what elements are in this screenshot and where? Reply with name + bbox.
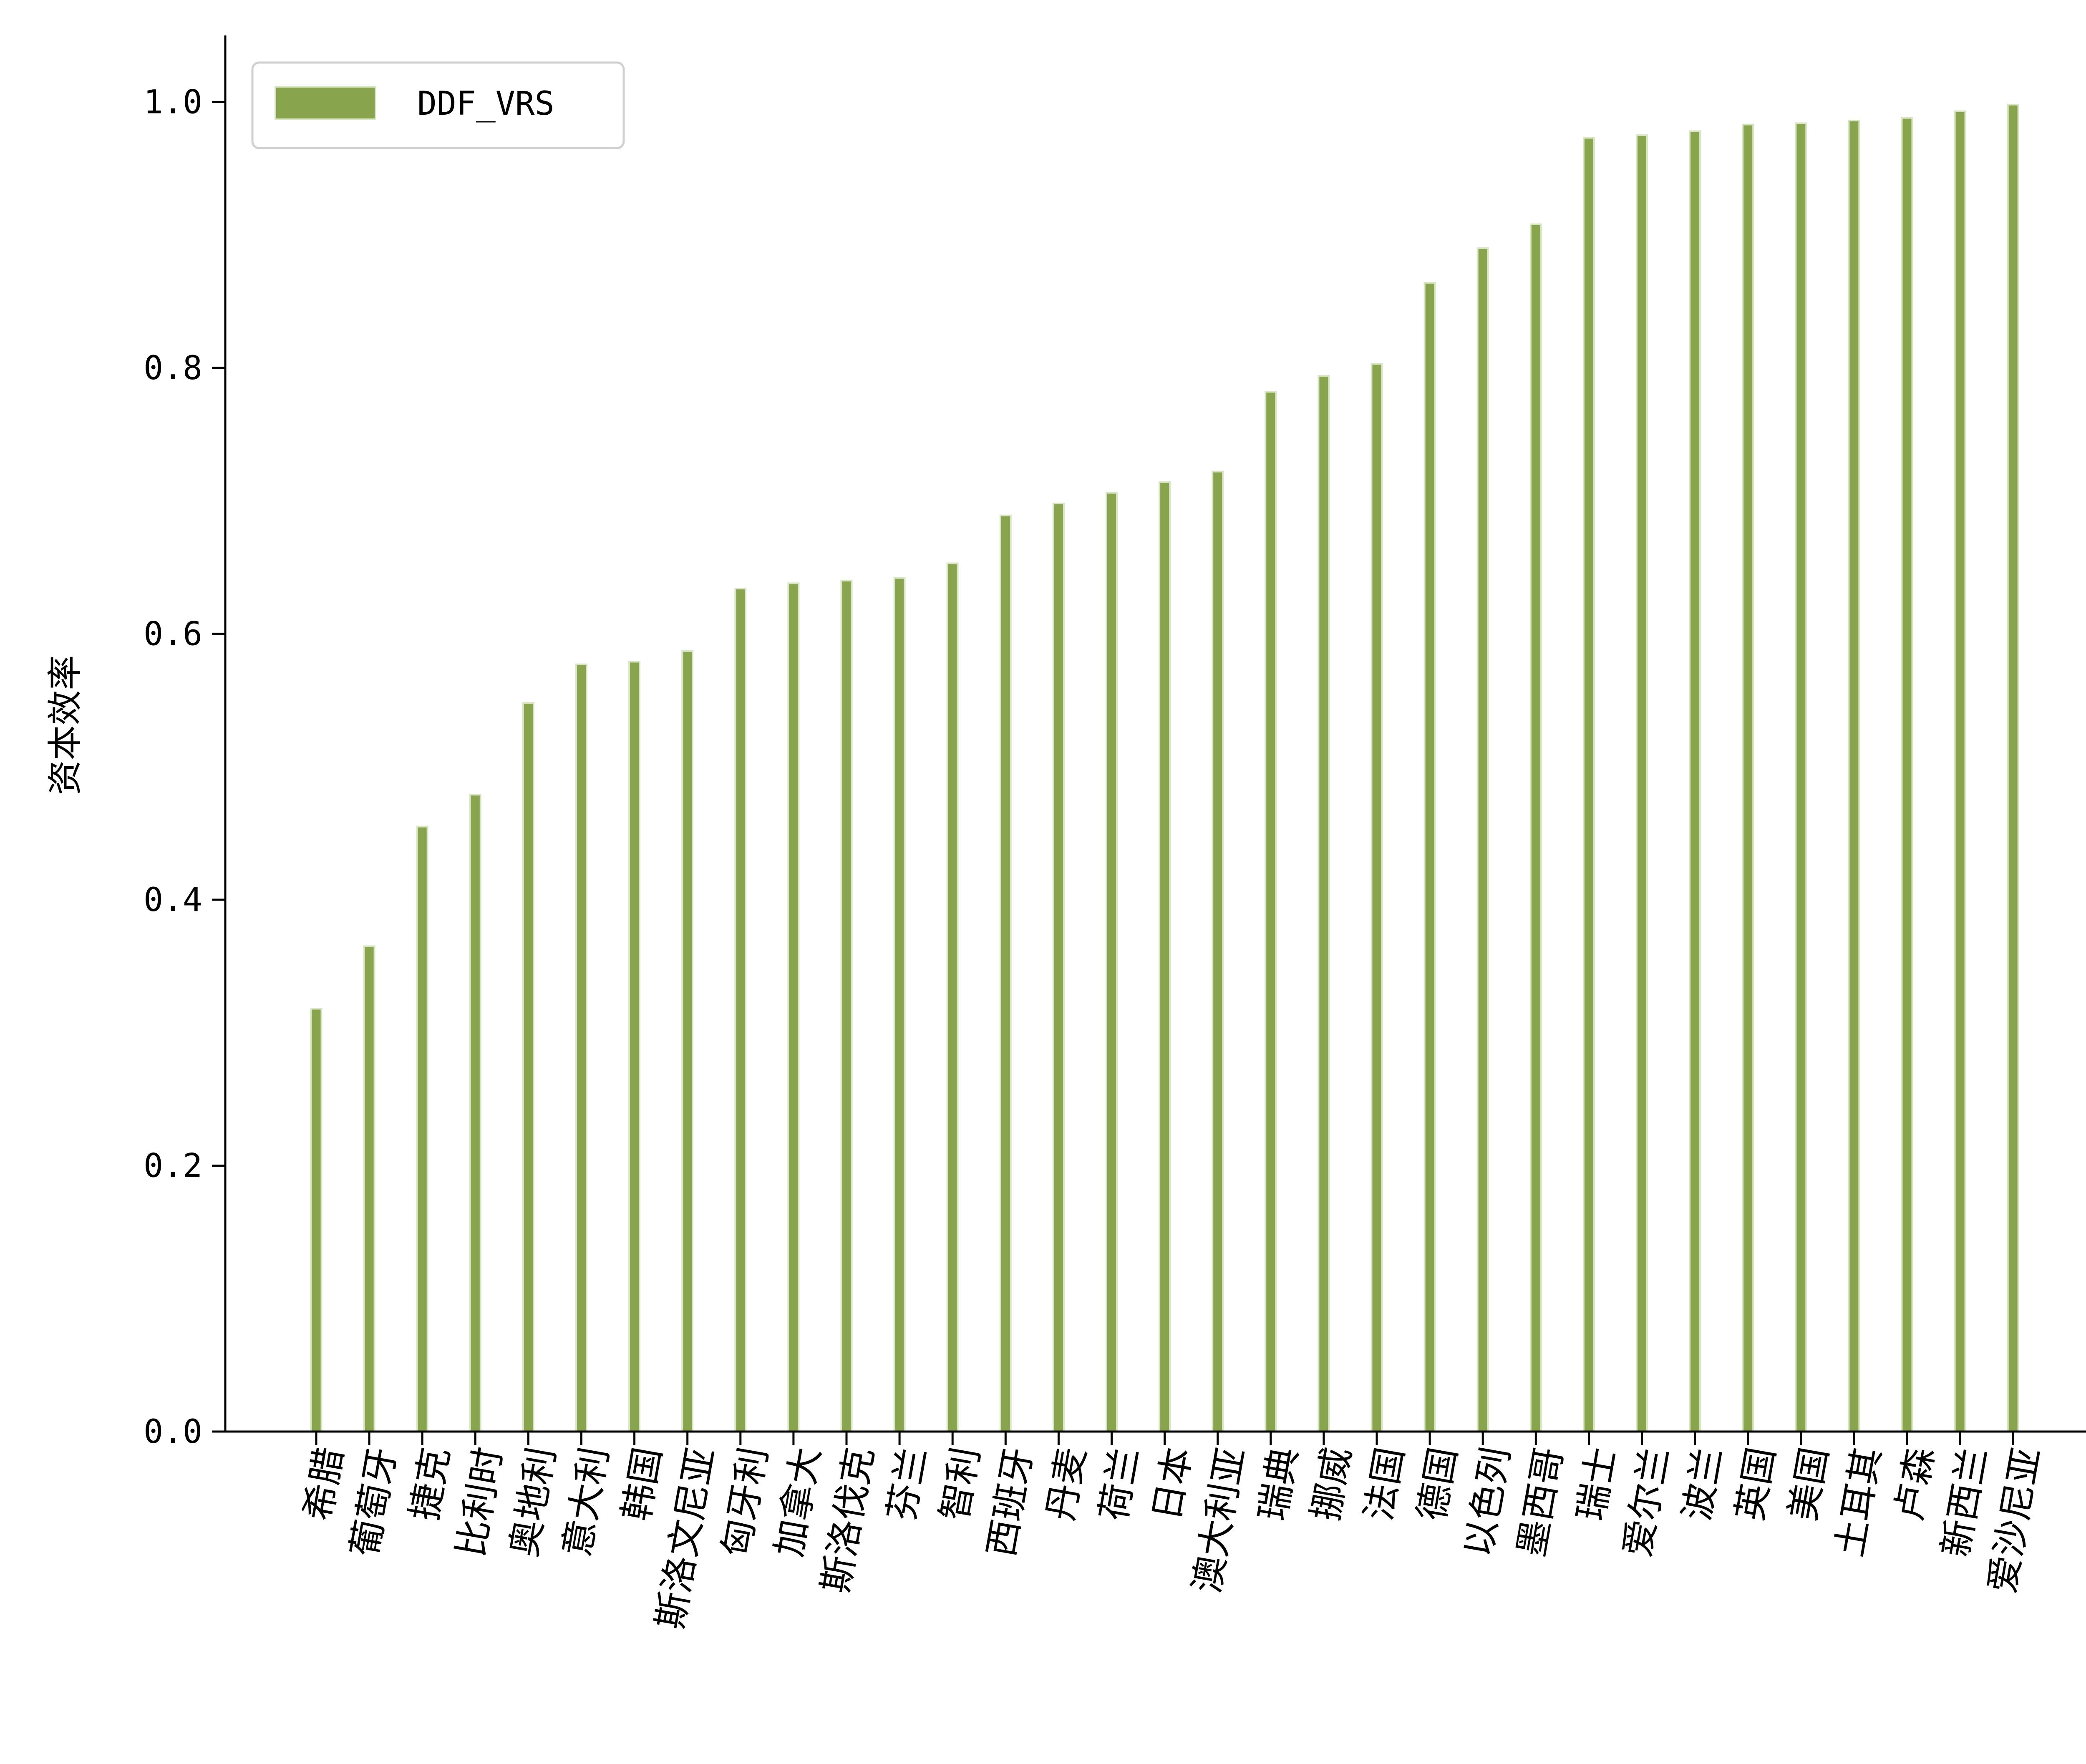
x-tick-label: 爱尔兰 — [1615, 1444, 1677, 1560]
bar-加拿大 — [787, 582, 800, 1432]
x-tick-label: 意大利 — [555, 1444, 616, 1560]
bar-法国 — [1371, 363, 1383, 1433]
bar-德国 — [1423, 282, 1436, 1432]
y-tick-label: 0.8 — [144, 350, 202, 387]
bar-日本 — [1159, 481, 1171, 1432]
bar-美国 — [1795, 122, 1807, 1433]
x-tick-label: 捷克 — [402, 1444, 457, 1524]
y-axis-label: 资本效率 — [45, 655, 86, 795]
bar-斯洛文尼亚 — [681, 650, 694, 1432]
y-tick-label: 0.4 — [144, 881, 202, 919]
plot-area — [310, 103, 2019, 1433]
bar-以色列 — [1476, 247, 1489, 1432]
bar-希腊 — [310, 1008, 322, 1432]
bar-英国 — [1742, 123, 1754, 1432]
bar-新西兰 — [1954, 110, 1966, 1432]
x-tick-label: 以色列 — [1456, 1444, 1518, 1560]
x-tick-label: 波兰 — [1675, 1444, 1730, 1524]
legend-label: DDF_VRS — [417, 85, 554, 123]
bar-匈牙利 — [734, 588, 747, 1432]
y-tick-label: 1.0 — [144, 83, 202, 121]
x-tick-label: 新西兰 — [1934, 1444, 1995, 1560]
x-tick-label: 美国 — [1781, 1444, 1836, 1524]
x-tick-label: 日本 — [1145, 1444, 1200, 1524]
bar-爱尔兰 — [1636, 134, 1648, 1432]
bar-土耳其 — [1848, 120, 1860, 1433]
x-tick-label: 比利时 — [449, 1444, 510, 1560]
bar-智利 — [946, 562, 959, 1432]
x-tick-label: 卢森 — [1887, 1444, 1942, 1524]
x-tick-label: 葡萄牙 — [343, 1444, 404, 1560]
x-tick-label: 荷兰 — [1092, 1444, 1147, 1524]
bar-捷克 — [416, 825, 428, 1432]
x-tick-label: 西班牙 — [979, 1444, 1040, 1560]
legend: DDF_VRS — [251, 61, 625, 149]
bar-奥地利 — [522, 702, 534, 1432]
bar-墨西哥 — [1529, 223, 1542, 1433]
x-tick-label: 墨西哥 — [1509, 1444, 1571, 1560]
bar-葡萄牙 — [363, 945, 375, 1432]
x-axis: 希腊葡萄牙捷克比利时奥地利意大利韩国斯洛文尼亚匈牙利加拿大斯洛伐克芬兰智利西班牙… — [225, 1430, 2086, 1632]
x-tick-label: 奥地利 — [502, 1444, 563, 1560]
bar-瑞典 — [1265, 391, 1277, 1432]
x-tick-label: 希腊 — [296, 1444, 351, 1524]
bar-瑞士 — [1582, 137, 1595, 1432]
x-tick-label: 芬兰 — [879, 1444, 935, 1524]
x-tick-label: 土耳其 — [1828, 1444, 1889, 1560]
bar-丹麦 — [1052, 503, 1065, 1432]
x-tick-label: 加拿大 — [767, 1444, 829, 1560]
x-tick-label: 德国 — [1410, 1444, 1465, 1524]
y-axis: 0.0 0.2 0.4 0.6 0.8 1.0 — [144, 35, 227, 1451]
legend-frame — [251, 61, 625, 149]
bar-挪威 — [1318, 375, 1330, 1432]
y-tick-label: 0.0 — [144, 1413, 202, 1451]
bar-爱沙尼亚 — [2007, 103, 2019, 1433]
x-tick-label: 瑞士 — [1569, 1444, 1624, 1524]
bar-卢森 — [1901, 117, 1913, 1433]
x-tick-label: 法国 — [1357, 1444, 1412, 1524]
x-tick-label: 挪威 — [1304, 1444, 1359, 1524]
y-tick-label: 0.6 — [144, 615, 202, 653]
legend-swatch — [275, 86, 376, 120]
bar-荷兰 — [1106, 492, 1118, 1432]
x-tick-label: 韩国 — [615, 1444, 670, 1524]
bar-西班牙 — [999, 514, 1012, 1432]
bar-意大利 — [575, 663, 587, 1432]
x-tick-label: 智利 — [932, 1444, 988, 1524]
x-tick-label: 匈牙利 — [714, 1444, 776, 1560]
x-tick-label: 英国 — [1728, 1444, 1783, 1524]
bar-澳大利亚 — [1212, 471, 1224, 1432]
x-tick-label: 丹麦 — [1039, 1444, 1094, 1524]
bar-芬兰 — [893, 577, 906, 1432]
bar-斯洛伐克 — [840, 579, 853, 1432]
y-tick-label: 0.2 — [144, 1147, 202, 1185]
x-tick-label: 瑞典 — [1251, 1444, 1306, 1524]
bar-比利时 — [469, 794, 481, 1432]
bar-韩国 — [628, 661, 641, 1432]
bar-波兰 — [1689, 130, 1701, 1433]
